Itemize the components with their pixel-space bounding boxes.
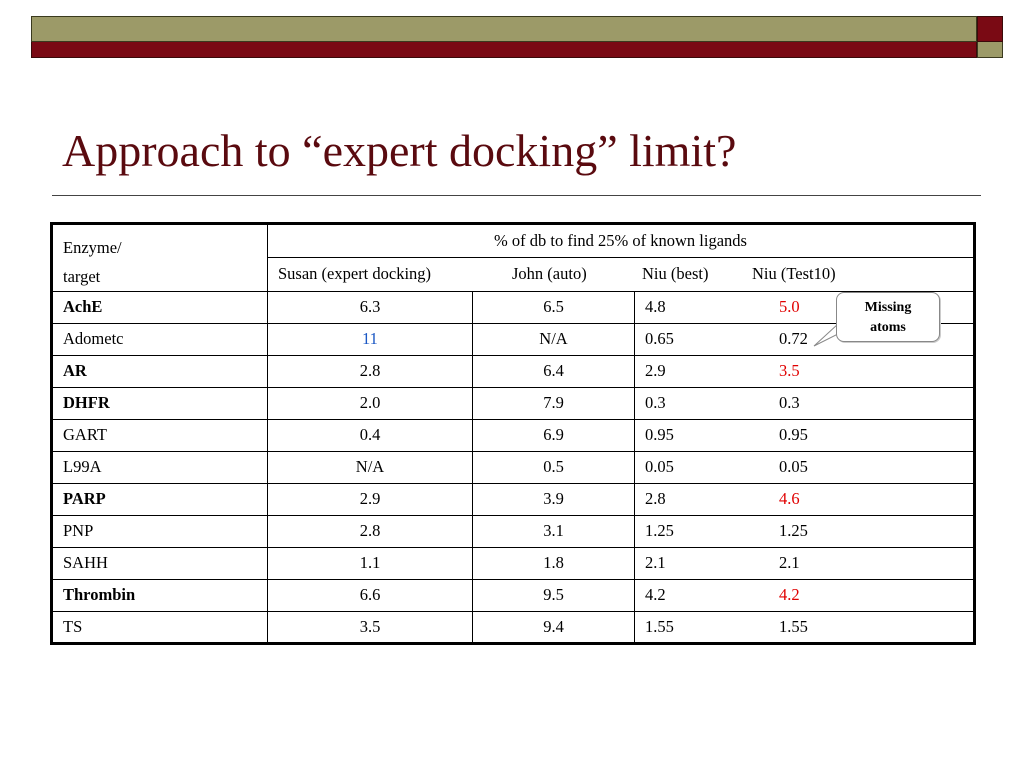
header-columns: Susan (expert docking) John (auto) Niu (be… (267, 257, 975, 292)
slide-title: Approach to “expert docking” limit? (62, 125, 737, 176)
header-group-label: % of db to find 25% of known ligands (267, 223, 975, 258)
cell-niu-test10: 2.1 (779, 553, 800, 573)
cell-niu: 2.8 4.6 (634, 483, 975, 516)
cell-john: 1.8 (472, 547, 635, 580)
cell-niu-test10: 0.72 (779, 329, 808, 349)
cell-susan: 0.4 (267, 419, 473, 452)
cell-susan: 2.0 (267, 387, 473, 420)
cell-niu-test10: 1.55 (779, 616, 808, 636)
header-red-square (977, 16, 1003, 42)
header-col-niu-best: Niu (best) (642, 264, 709, 284)
header-red-stripe (31, 42, 977, 58)
cell-enzyme: PNP (51, 515, 268, 548)
table-header-row: Enzyme/ target % of db to find 25% of kn… (51, 223, 975, 292)
cell-john: 9.4 (472, 611, 635, 644)
cell-enzyme: AchE (51, 291, 268, 324)
cell-niu-test10: 4.2 (779, 585, 800, 605)
cell-niu-test10: 3.5 (779, 361, 800, 381)
table-row: GART 0.4 6.9 0.95 0.95 (51, 419, 975, 452)
table-row: DHFR 2.0 7.9 0.3 0.3 (51, 387, 975, 420)
cell-susan: 2.8 (267, 515, 473, 548)
cell-niu-best: 0.05 (645, 457, 674, 477)
cell-john: N/A (472, 323, 635, 356)
cell-enzyme: AR (51, 355, 268, 388)
header-olive-stripe (31, 16, 977, 42)
cell-niu-test10: 0.05 (779, 457, 808, 477)
cell-niu: 0.05 0.05 (634, 451, 975, 484)
table-row: PNP 2.8 3.1 1.25 1.25 (51, 515, 975, 548)
cell-susan: 3.5 (267, 611, 473, 644)
results-table: Enzyme/ target % of db to find 25% of kn… (50, 222, 976, 645)
cell-susan: 2.9 (267, 483, 473, 516)
cell-susan: 6.6 (267, 579, 473, 612)
cell-john: 3.1 (472, 515, 635, 548)
cell-john: 6.9 (472, 419, 635, 452)
header-col-john: John (auto) (512, 264, 587, 284)
cell-niu-best: 2.8 (645, 489, 666, 509)
cell-niu: 1.25 1.25 (634, 515, 975, 548)
cell-niu-best: 0.65 (645, 329, 674, 349)
cell-enzyme: L99A (51, 451, 268, 484)
cell-niu: 2.1 2.1 (634, 547, 975, 580)
header-enzyme-target: Enzyme/ target (51, 223, 268, 292)
table-row: Adometc 11 N/A 0.65 0.72 (51, 323, 975, 356)
table-row: Thrombin 6.6 9.5 4.2 4.2 (51, 579, 975, 612)
table-row: SAHH 1.1 1.8 2.1 2.1 (51, 547, 975, 580)
cell-john: 7.9 (472, 387, 635, 420)
cell-susan: N/A (267, 451, 473, 484)
decorative-header-bar (0, 0, 1024, 60)
cell-enzyme: Adometc (51, 323, 268, 356)
cell-niu: 2.9 3.5 (634, 355, 975, 388)
cell-niu: 0.95 0.95 (634, 419, 975, 452)
cell-niu-test10: 0.95 (779, 425, 808, 445)
cell-john: 9.5 (472, 579, 635, 612)
table-row: PARP 2.9 3.9 2.8 4.6 (51, 483, 975, 516)
cell-niu: 0.3 0.3 (634, 387, 975, 420)
header-col-niu-test10: Niu (Test10) (752, 264, 836, 284)
cell-john: 6.4 (472, 355, 635, 388)
cell-susan: 6.3 (267, 291, 473, 324)
cell-niu: 4.2 4.2 (634, 579, 975, 612)
cell-niu-best: 4.8 (645, 297, 666, 317)
cell-niu-best: 2.9 (645, 361, 666, 381)
cell-john: 6.5 (472, 291, 635, 324)
cell-enzyme: Thrombin (51, 579, 268, 612)
results-table-body: Enzyme/ target % of db to find 25% of kn… (51, 223, 975, 644)
cell-niu-test10: 1.25 (779, 521, 808, 541)
cell-niu-best: 0.95 (645, 425, 674, 445)
cell-enzyme: DHFR (51, 387, 268, 420)
cell-john: 0.5 (472, 451, 635, 484)
cell-enzyme: TS (51, 611, 268, 644)
cell-niu-best: 1.55 (645, 616, 674, 636)
cell-niu-best: 2.1 (645, 553, 666, 573)
cell-niu: 1.55 1.55 (634, 611, 975, 644)
missing-atoms-callout: Missing atoms (836, 292, 940, 342)
table-row: L99A N/A 0.5 0.05 0.05 (51, 451, 975, 484)
cell-niu-best: 0.3 (645, 393, 666, 413)
cell-niu-test10: 0.3 (779, 393, 800, 413)
cell-enzyme: SAHH (51, 547, 268, 580)
cell-niu-test10: 5.0 (779, 297, 800, 317)
table-row: AR 2.8 6.4 2.9 3.5 (51, 355, 975, 388)
cell-niu-best: 4.2 (645, 585, 666, 605)
cell-susan: 11 (267, 323, 473, 356)
header-enzyme-label: Enzyme/ (63, 238, 122, 257)
cell-enzyme: GART (51, 419, 268, 452)
cell-niu-test10: 4.6 (779, 489, 800, 509)
cell-enzyme: PARP (51, 483, 268, 516)
cell-susan: 1.1 (267, 547, 473, 580)
cell-niu-best: 1.25 (645, 521, 674, 541)
header-col-susan: Susan (expert docking) (278, 264, 432, 284)
header-target-label: target (63, 267, 101, 286)
cell-susan: 2.8 (267, 355, 473, 388)
cell-john: 3.9 (472, 483, 635, 516)
table-row: TS 3.5 9.4 1.55 1.55 (51, 611, 975, 644)
callout-line2: atoms (870, 320, 906, 335)
header-olive-square (977, 42, 1003, 58)
table-row: AchE 6.3 6.5 4.8 5.0 (51, 291, 975, 324)
callout-line1: Missing (864, 300, 912, 315)
title-divider (52, 195, 981, 196)
table-subheader-row: Susan (expert docking) John (auto) Niu (be… (52, 257, 975, 292)
